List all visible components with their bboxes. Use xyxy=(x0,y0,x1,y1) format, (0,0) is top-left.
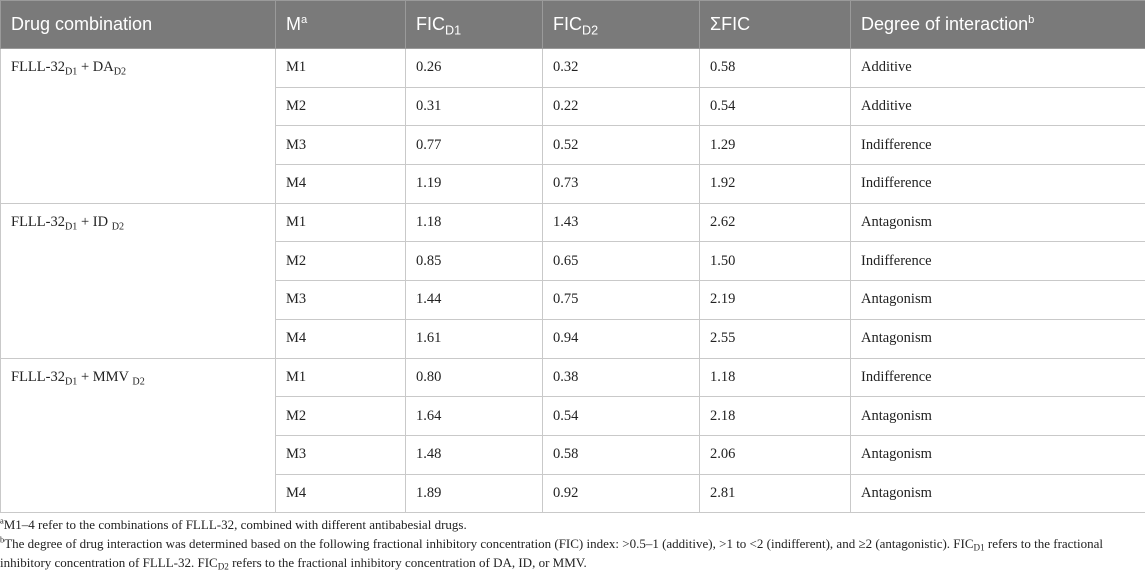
sum-fic-cell: 2.81 xyxy=(699,473,851,514)
degree-cell: Antagonism xyxy=(850,202,1145,243)
fic-d1-cell: 1.18 xyxy=(405,202,543,243)
m-cell: M2 xyxy=(275,396,406,436)
degree-cell: Additive xyxy=(850,86,1145,127)
degree-cell: Indifference xyxy=(850,357,1145,398)
drug-combination-cell: FLLL-32D1 + DAD2 xyxy=(0,48,276,204)
fic-d1-cell: 1.19 xyxy=(405,164,543,204)
fic-d2-cell: 0.94 xyxy=(542,318,700,359)
footnote-b: bThe degree of drug interaction was dete… xyxy=(0,534,1104,572)
header-row: Drug combination Ma FICD1 FICD2 ΣFIC Deg… xyxy=(0,0,1145,49)
m-cell: M3 xyxy=(275,280,406,320)
fic-d1-cell: 1.61 xyxy=(405,318,543,359)
degree-cell: Antagonism xyxy=(850,434,1145,475)
header-fic-d1: FICD1 xyxy=(405,0,543,49)
header-m: Ma xyxy=(275,0,406,49)
m-cell: M1 xyxy=(275,357,406,398)
m-cell: M2 xyxy=(275,241,406,282)
m-cell: M1 xyxy=(275,202,406,243)
fic-d2-cell: 0.52 xyxy=(542,125,700,166)
fic-d1-cell: 0.85 xyxy=(405,241,543,282)
sum-fic-cell: 2.18 xyxy=(699,396,851,436)
degree-cell: Antagonism xyxy=(850,396,1145,436)
fic-d2-cell: 0.22 xyxy=(542,86,700,127)
footnote-a: aM1–4 refer to the combinations of FLLL-… xyxy=(0,515,467,532)
table-row: M3 1.44 0.75 2.19 Antagonism xyxy=(1,280,1145,320)
fic-d2-cell: 1.43 xyxy=(542,202,700,243)
fic-d1-cell: 1.89 xyxy=(405,473,543,514)
table-footnotes: aM1–4 refer to the combinations of FLLL-… xyxy=(0,515,1140,572)
m-cell: M4 xyxy=(275,164,406,204)
sum-fic-cell: 2.19 xyxy=(699,280,851,320)
m-cell: M1 xyxy=(275,48,406,88)
table-row: M3 1.48 0.58 2.06 Antagonism xyxy=(1,434,1145,475)
fic-d1-cell: 1.48 xyxy=(405,434,543,475)
table-row: M4 1.89 0.92 2.81 Antagonism xyxy=(1,473,1145,514)
sum-fic-cell: 2.06 xyxy=(699,434,851,475)
fic-d2-cell: 0.58 xyxy=(542,434,700,475)
m-cell: M3 xyxy=(275,125,406,166)
table-row: M3 0.77 0.52 1.29 Indifference xyxy=(1,125,1145,166)
drug-combination-cell: FLLL-32D1 + MMV D2 xyxy=(0,357,276,514)
fic-d1-cell: 0.26 xyxy=(405,48,543,88)
fic-d1-cell: 1.64 xyxy=(405,396,543,436)
m-cell: M2 xyxy=(275,86,406,127)
fic-d2-cell: 0.65 xyxy=(542,241,700,282)
degree-cell: Indifference xyxy=(850,125,1145,166)
fic-d1-cell: 0.80 xyxy=(405,357,543,398)
table-row: M2 0.31 0.22 0.54 Additive xyxy=(1,86,1145,127)
sum-fic-cell: 1.92 xyxy=(699,164,851,204)
fic-d2-cell: 0.54 xyxy=(542,396,700,436)
degree-cell: Indifference xyxy=(850,164,1145,204)
sum-fic-cell: 2.55 xyxy=(699,318,851,359)
sum-fic-cell: 0.54 xyxy=(699,86,851,127)
fic-d2-cell: 0.92 xyxy=(542,473,700,514)
degree-cell: Antagonism xyxy=(850,318,1145,359)
m-cell: M4 xyxy=(275,473,406,514)
drug-combination-cell: FLLL-32D1 + ID D2 xyxy=(0,202,276,359)
fic-d2-cell: 0.32 xyxy=(542,48,700,88)
fic-d1-cell: 1.44 xyxy=(405,280,543,320)
m-cell: M4 xyxy=(275,318,406,359)
degree-cell: Indifference xyxy=(850,241,1145,282)
table-row: M2 0.85 0.65 1.50 Indifference xyxy=(1,241,1145,282)
degree-cell: Antagonism xyxy=(850,473,1145,514)
sum-fic-cell: 1.18 xyxy=(699,357,851,398)
fic-d2-cell: 0.73 xyxy=(542,164,700,204)
interaction-table: Drug combination Ma FICD1 FICD2 ΣFIC Deg… xyxy=(0,0,1145,514)
table-row: M4 1.61 0.94 2.55 Antagonism xyxy=(1,318,1145,359)
header-fic-d2: FICD2 xyxy=(542,0,700,49)
sum-fic-cell: 1.29 xyxy=(699,125,851,166)
table-row: FLLL-32D1 + DAD2 M1 0.26 0.32 0.58 Additive xyxy=(0,48,1145,204)
header-degree: Degree of interactionb xyxy=(850,0,1145,49)
header-sum-fic: ΣFIC xyxy=(699,0,851,49)
fic-d2-cell: 0.38 xyxy=(542,357,700,398)
sum-fic-cell: 0.58 xyxy=(699,48,851,88)
fic-d1-cell: 0.77 xyxy=(405,125,543,166)
fic-d2-cell: 0.75 xyxy=(542,280,700,320)
table-row: M4 1.19 0.73 1.92 Indifference xyxy=(1,164,1145,204)
table-row: FLLL-32D1 + MMV D2 M1 0.80 0.38 1.18 Indiffer… xyxy=(0,357,1145,514)
fic-d1-cell: 0.31 xyxy=(405,86,543,127)
m-cell: M3 xyxy=(275,434,406,475)
degree-cell: Antagonism xyxy=(850,280,1145,320)
sum-fic-cell: 1.50 xyxy=(699,241,851,282)
degree-cell: Additive xyxy=(850,48,1145,88)
table-row: FLLL-32D1 + ID D2 M1 1.18 1.43 2.62 Antagonis… xyxy=(0,202,1145,359)
header-drug-combination: Drug combination xyxy=(0,0,276,49)
sum-fic-cell: 2.62 xyxy=(699,202,851,243)
